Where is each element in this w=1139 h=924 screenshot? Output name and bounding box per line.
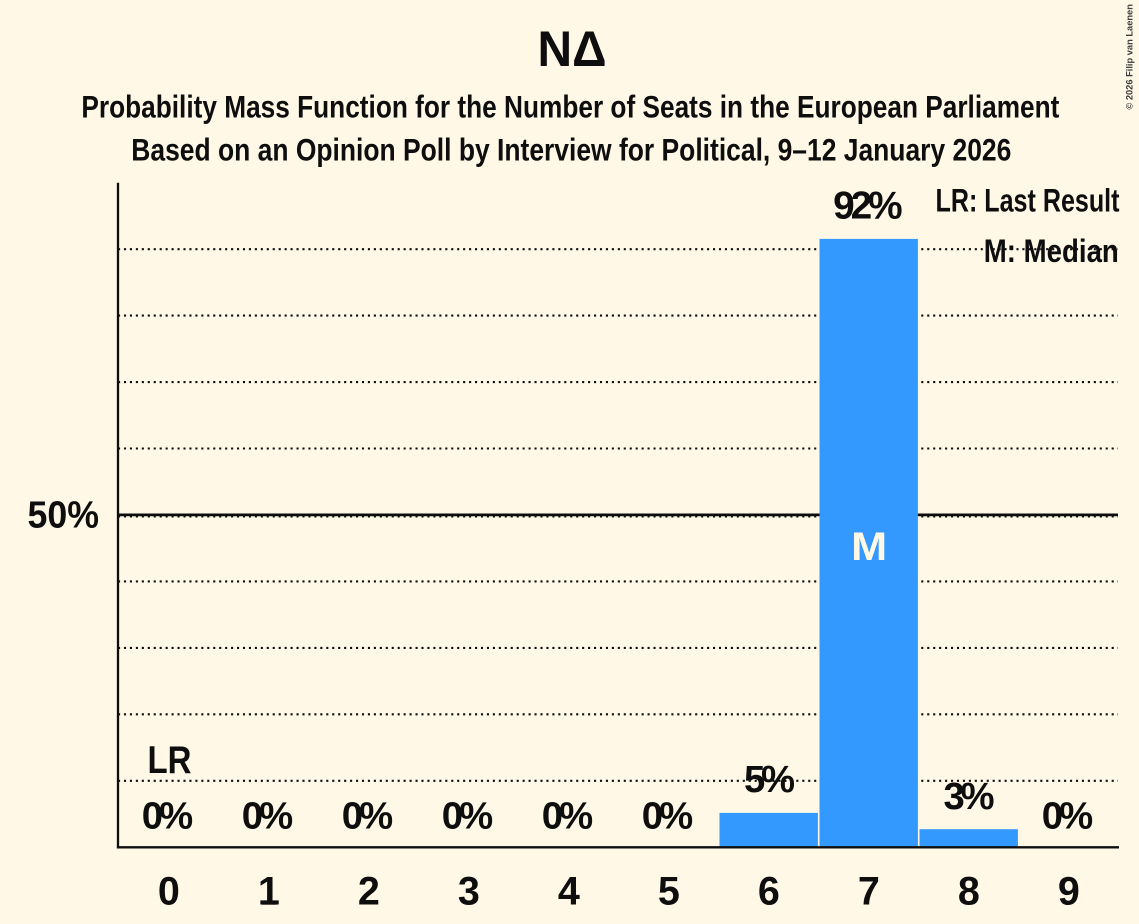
svg-text:9: 9 (1058, 870, 1080, 914)
svg-text:0%: 0% (642, 795, 694, 838)
svg-text:8: 8 (958, 870, 980, 914)
svg-text:M: Median: M: Median (984, 233, 1119, 269)
svg-text:0: 0 (158, 870, 180, 914)
svg-text:Based on an Opinion Poll by In: Based on an Opinion Poll by Interview fo… (131, 132, 1011, 168)
svg-text:6: 6 (758, 870, 780, 914)
svg-text:0%: 0% (242, 795, 294, 838)
svg-text:7: 7 (858, 870, 880, 914)
svg-text:LR: Last Result: LR: Last Result (936, 183, 1120, 219)
svg-text:Probability Mass Function for: Probability Mass Function for the Number… (81, 89, 1059, 125)
svg-text:3: 3 (458, 870, 480, 914)
svg-text:92%: 92% (833, 185, 903, 228)
svg-text:© 2026 Filip van Laenen: © 2026 Filip van Laenen (1125, 4, 1136, 110)
svg-text:0%: 0% (342, 795, 394, 838)
svg-text:5: 5 (658, 870, 680, 914)
svg-text:1: 1 (258, 870, 280, 914)
svg-text:LR: LR (148, 739, 192, 782)
svg-text:M: M (851, 525, 887, 569)
svg-text:0%: 0% (542, 795, 594, 838)
svg-text:NΔ: NΔ (538, 21, 607, 77)
svg-text:4: 4 (558, 870, 580, 914)
svg-text:2: 2 (358, 870, 380, 914)
svg-text:5%: 5% (744, 758, 795, 801)
svg-text:50%: 50% (28, 494, 100, 537)
svg-text:0%: 0% (442, 795, 494, 838)
svg-text:3%: 3% (944, 775, 995, 818)
svg-text:0%: 0% (142, 795, 194, 838)
svg-text:0%: 0% (1042, 795, 1094, 838)
